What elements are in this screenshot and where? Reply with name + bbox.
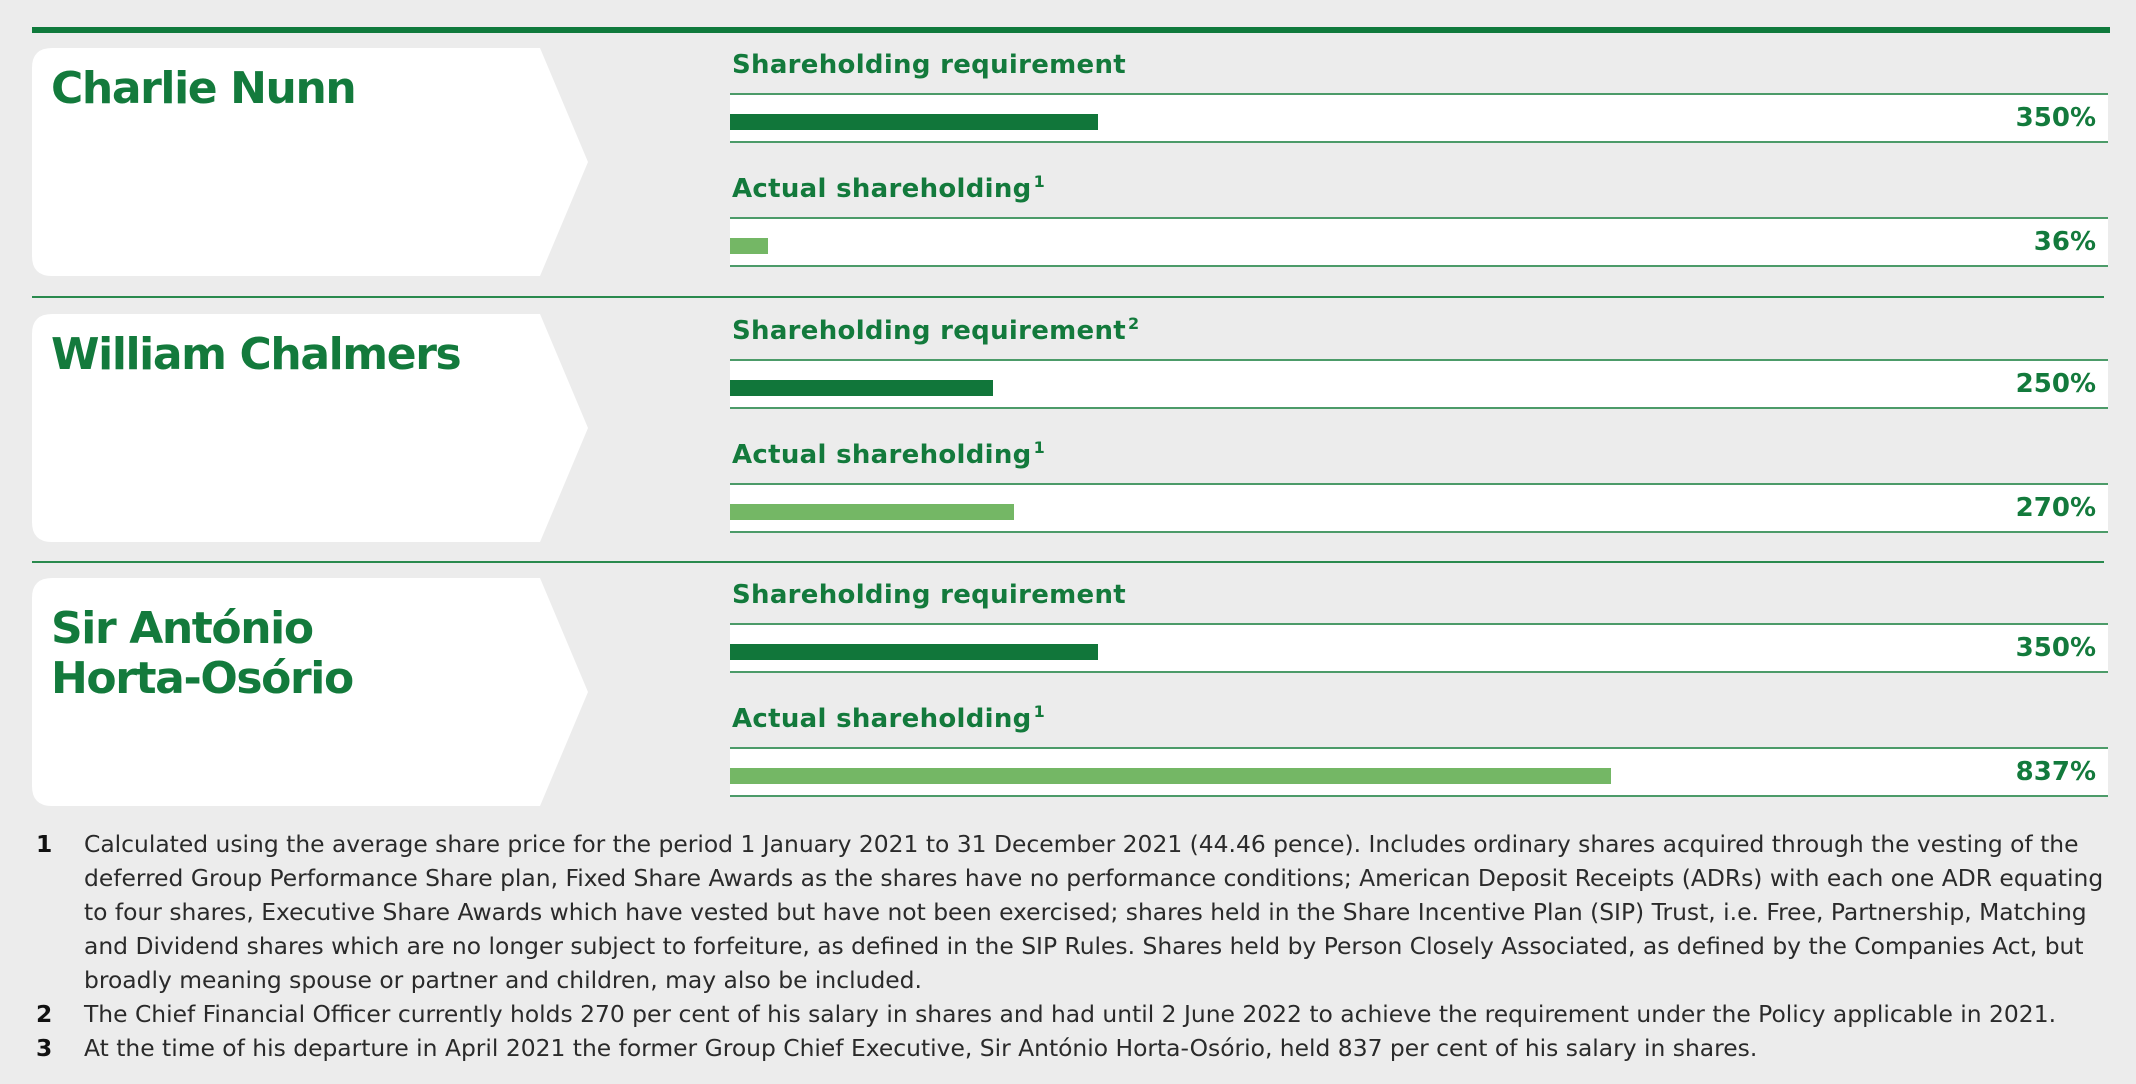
requirement-value: 250% xyxy=(2015,369,2096,399)
section-divider xyxy=(32,561,2104,563)
footnotes: 1 Calculated using the average share pri… xyxy=(36,827,2106,1065)
requirement-bar xyxy=(730,644,1098,660)
name-card-shape xyxy=(32,48,588,276)
footnote-marker: 1 xyxy=(1033,438,1046,457)
requirement-bar-track: 250% xyxy=(730,359,2108,409)
name-card-shape xyxy=(32,578,588,806)
executive-name-card: William Chalmers xyxy=(32,314,592,542)
requirement-bar-track: 350% xyxy=(730,623,2108,673)
actual-label: Actual shareholding 1 xyxy=(732,438,1045,470)
actual-label-text: Actual shareholding xyxy=(732,704,1032,734)
requirement-label-text: Shareholding requirement xyxy=(732,316,1127,346)
requirement-bar-track: 350% xyxy=(730,93,2108,143)
actual-bar-track: 837% xyxy=(730,747,2108,797)
requirement-label-text: Shareholding requirement xyxy=(732,50,1127,80)
top-rule xyxy=(32,27,2110,33)
executive-name: Charlie Nunn xyxy=(51,63,357,114)
footnote-number: 1 xyxy=(36,830,53,858)
actual-value: 837% xyxy=(2015,757,2096,787)
name-card-shape xyxy=(32,314,588,542)
requirement-label: Shareholding requirement xyxy=(732,578,1128,610)
requirement-bar xyxy=(730,114,1098,130)
requirement-label: Shareholding requirement xyxy=(732,48,1128,80)
executive-name-card: Charlie Nunn xyxy=(32,48,592,276)
actual-bar xyxy=(730,768,1611,784)
footnote-text: At the time of his departure in April 20… xyxy=(84,1034,1758,1062)
actual-bar-track: 36% xyxy=(730,217,2108,267)
footnote-number: 3 xyxy=(36,1034,53,1062)
footnote-text: The Chief Financial Officer currently ho… xyxy=(84,1000,2057,1028)
footnote-item: 2 The Chief Financial Officer currently … xyxy=(36,997,2106,1031)
executive-name: William Chalmers xyxy=(51,329,462,380)
footnote-marker: 1 xyxy=(1033,702,1046,721)
actual-label-text: Actual shareholding xyxy=(732,174,1032,204)
actual-value: 270% xyxy=(2015,493,2096,523)
requirement-label: Shareholding requirement 2 xyxy=(732,314,1139,346)
footnote-marker: 1 xyxy=(1033,172,1046,191)
actual-bar xyxy=(730,238,768,254)
actual-bar-track: 270% xyxy=(730,483,2108,533)
actual-bar xyxy=(730,504,1014,520)
requirement-value: 350% xyxy=(2015,103,2096,133)
footnote-number: 2 xyxy=(36,1000,53,1028)
actual-label-text: Actual shareholding xyxy=(732,440,1032,470)
requirement-label-text: Shareholding requirement xyxy=(732,580,1127,610)
requirement-value: 350% xyxy=(2015,633,2096,663)
actual-label: Actual shareholding 1 xyxy=(732,702,1045,734)
executive-name: Sir António Horta-Osório xyxy=(51,603,354,704)
section-divider xyxy=(32,296,2104,298)
actual-value: 36% xyxy=(2033,227,2096,257)
requirement-bar xyxy=(730,380,993,396)
footnote-marker: 2 xyxy=(1128,314,1140,333)
footnote-item: 1 Calculated using the average share pri… xyxy=(36,827,2106,997)
footnote-item: 3 At the time of his departure in April … xyxy=(36,1031,2106,1065)
footnote-text: Calculated using the average share price… xyxy=(84,830,2104,994)
executive-name-card: Sir António Horta-Osório xyxy=(32,578,592,806)
actual-label: Actual shareholding 1 xyxy=(732,172,1045,204)
